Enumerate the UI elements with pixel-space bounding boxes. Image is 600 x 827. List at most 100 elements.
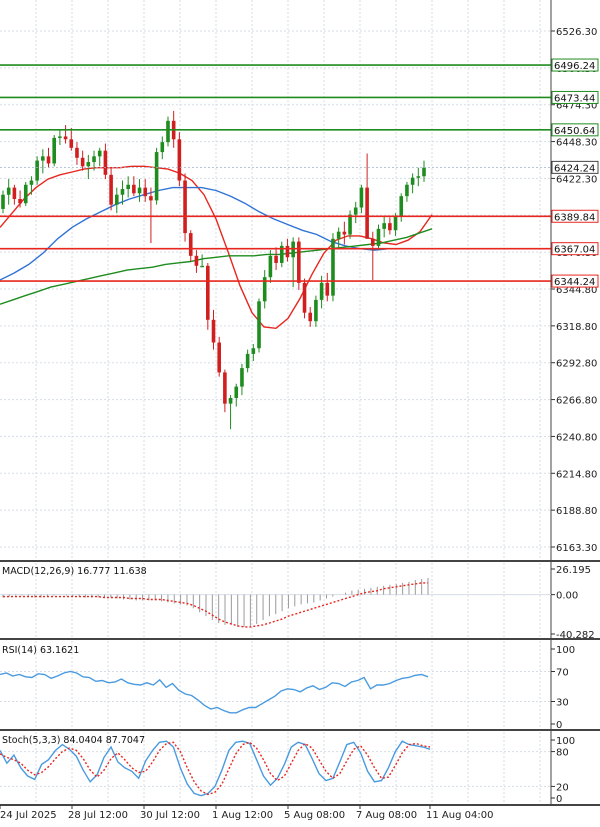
y-tick-label: 6422.30 xyxy=(556,174,597,185)
y-tick-label: 6526.30 xyxy=(556,27,597,38)
candle-body xyxy=(120,189,125,195)
candle-body xyxy=(183,180,187,234)
y-tick-label: 6240.80 xyxy=(556,432,597,443)
stoch-tick-label: 20 xyxy=(556,782,569,793)
candle-body xyxy=(160,142,165,153)
candle-body xyxy=(331,238,335,296)
y-tick-label: 6214.80 xyxy=(556,469,597,480)
candle-body xyxy=(103,150,108,175)
candle-body xyxy=(80,157,85,167)
candle-body xyxy=(211,319,216,343)
candle-body xyxy=(399,196,404,217)
candle-body xyxy=(1,194,5,209)
candle-body xyxy=(279,245,284,263)
candle-body xyxy=(137,187,142,194)
level-label-box xyxy=(551,58,599,72)
x-tick-label: 11 Aug 04:00 xyxy=(426,810,493,821)
stoch-tick-label: 0 xyxy=(556,794,562,805)
candle-body xyxy=(75,147,79,158)
candle-body xyxy=(92,156,96,163)
candle-body xyxy=(302,282,307,313)
candle-body xyxy=(154,152,159,201)
candle-body xyxy=(177,139,182,181)
level-label: 6389.84 xyxy=(554,212,595,223)
current-price-box xyxy=(551,160,599,174)
candle-body xyxy=(365,187,369,239)
candle-body xyxy=(194,255,199,266)
y-tick-label: 6292.80 xyxy=(556,359,597,370)
candle-body xyxy=(285,245,290,258)
candle-body xyxy=(63,136,68,140)
candle-body xyxy=(359,187,364,208)
candle-body xyxy=(41,156,45,161)
candle-body xyxy=(6,187,11,195)
candle-body xyxy=(132,184,136,194)
rsi-tick-label: 30 xyxy=(556,698,569,709)
x-tick-label: 28 Jul 12:00 xyxy=(68,810,128,821)
candle-body xyxy=(29,180,34,185)
candle-body xyxy=(410,177,415,185)
candle-body xyxy=(251,348,256,354)
moving-average-line xyxy=(0,165,433,330)
candle-body xyxy=(114,194,119,205)
x-tick-label: 7 Aug 08:00 xyxy=(356,810,417,821)
y-tick-label: 6448.30 xyxy=(556,138,597,149)
y-tick-label: 6188.80 xyxy=(556,506,597,517)
candle-body xyxy=(240,368,244,387)
candle-body xyxy=(46,156,51,164)
candle-body xyxy=(422,167,426,177)
candle-body xyxy=(234,386,239,398)
macd-title: MACD(12,26,9) 16.777 11.638 xyxy=(2,566,147,577)
candle-body xyxy=(325,282,330,296)
candle-body xyxy=(69,139,74,148)
candle-body xyxy=(314,299,318,322)
candle-body xyxy=(86,162,91,167)
y-tick-label: 6266.80 xyxy=(556,396,597,407)
candle-body xyxy=(342,231,347,235)
candle-body xyxy=(35,160,39,181)
x-tick-label: 24 Jul 2025 xyxy=(0,810,57,821)
level-label-box xyxy=(551,242,599,256)
stoch-title: Stoch(5,3,3) 84.0404 87.7047 xyxy=(2,735,145,746)
level-label: 6496.24 xyxy=(554,61,595,72)
candle-body xyxy=(262,277,267,302)
stoch-tick-label: 100 xyxy=(556,736,575,747)
candle-body xyxy=(405,184,409,197)
moving-average-line xyxy=(0,228,433,305)
y-tick-label: 6318.80 xyxy=(556,322,597,333)
x-tick-label: 1 Aug 12:00 xyxy=(212,810,273,821)
level-label: 6344.24 xyxy=(554,277,595,288)
candle-body xyxy=(143,187,148,197)
candle-body xyxy=(109,174,113,205)
candle-body xyxy=(353,207,358,215)
candle-body xyxy=(18,198,22,204)
candle-body xyxy=(370,238,375,246)
candle-body xyxy=(348,214,352,235)
level-label: 6473.44 xyxy=(554,93,595,104)
candle-body xyxy=(245,353,250,369)
level-label-box xyxy=(551,274,599,288)
candle-body xyxy=(257,301,261,349)
y-tick-label: 6474.30 xyxy=(556,101,597,112)
candle-body xyxy=(388,223,392,231)
candle-body xyxy=(58,136,62,138)
candle-body xyxy=(217,342,221,373)
candle-body xyxy=(319,282,324,300)
candle-body xyxy=(188,233,193,256)
level-label-box xyxy=(551,123,599,137)
candle-body xyxy=(12,187,17,199)
level-label-box xyxy=(551,90,599,104)
macd-tick-label: 26.195 xyxy=(556,565,591,576)
candle-body xyxy=(393,216,398,231)
macd-tick-label: -40.282 xyxy=(556,630,595,641)
candle-body xyxy=(97,150,102,157)
candle-body xyxy=(52,137,57,164)
rsi-tick-label: 70 xyxy=(556,668,569,679)
candle-body xyxy=(382,223,386,229)
candle-body xyxy=(206,265,210,320)
candle-body xyxy=(308,312,313,322)
candle-body xyxy=(200,265,204,268)
candle-body xyxy=(223,372,227,404)
